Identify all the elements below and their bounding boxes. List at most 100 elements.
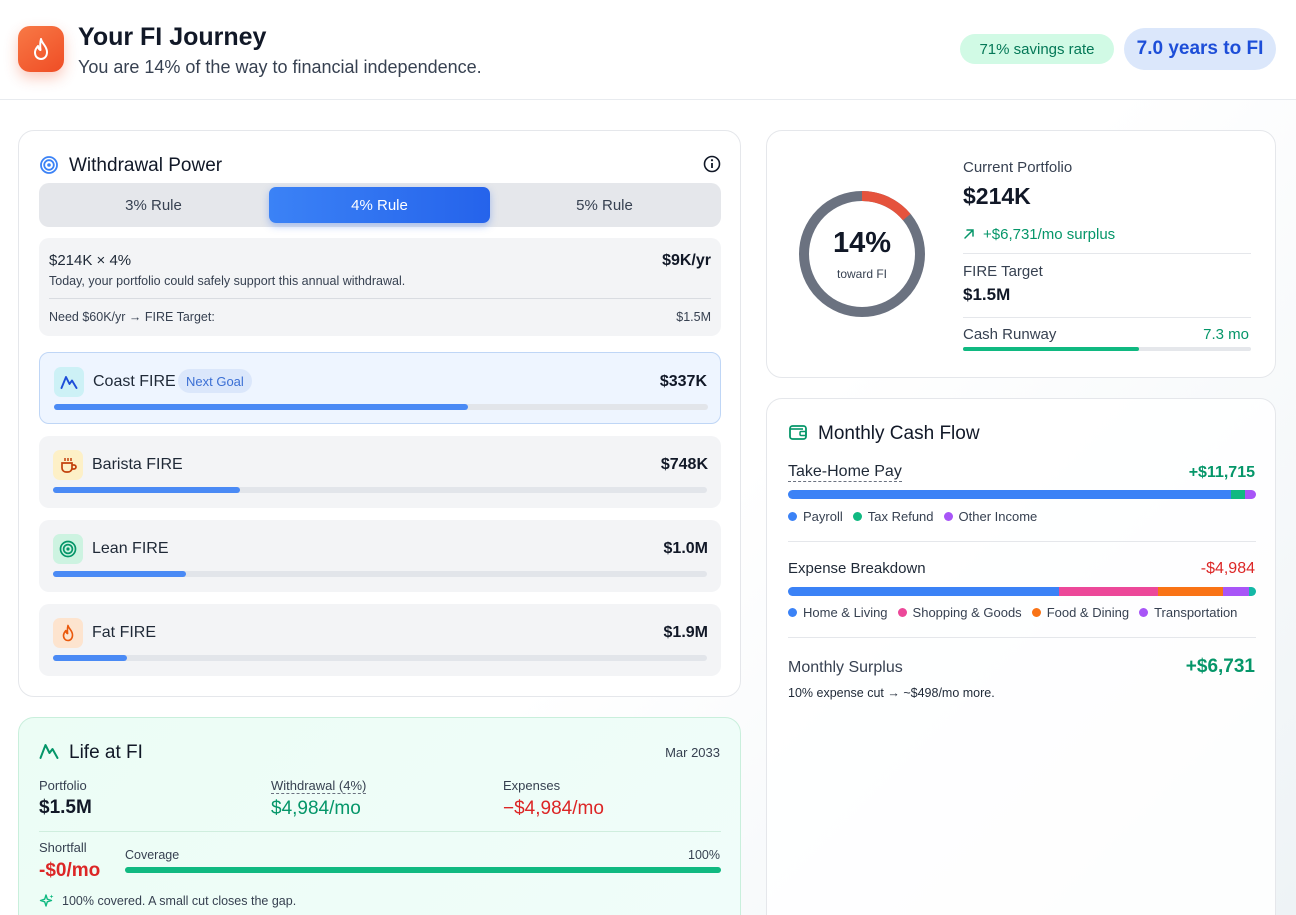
income-segment-payroll [788, 490, 1231, 499]
trend-up-icon [963, 227, 975, 245]
info-icon[interactable] [703, 155, 721, 178]
fire-target-label: FIRE Target [963, 263, 1043, 280]
withdrawal-label: Withdrawal (4%) [271, 778, 367, 794]
surplus-note: 10% expense cut → ~$498/mo more. [788, 686, 995, 700]
goal-name: Fat FIRE [92, 624, 157, 641]
target-icon [39, 155, 59, 180]
next-goal-badge: Next Goal [178, 369, 252, 393]
expense-segment-other [1248, 587, 1256, 596]
mountain-icon [39, 742, 59, 765]
tab-5-percent-rule[interactable]: 5% Rule [576, 196, 633, 214]
legend-dot [1031, 608, 1041, 617]
current-portfolio-value: $214K [963, 183, 1031, 209]
legend-dot [852, 512, 862, 521]
income-legend: Payroll Tax Refund Other Income [788, 509, 1037, 524]
tab-4-percent-rule[interactable]: 4% Rule [269, 187, 490, 223]
coverage-note: 100% covered. A small cut closes the gap… [62, 894, 297, 908]
expense-breakdown-value: -$4,984 [1200, 560, 1255, 577]
monthly-surplus-value: +$6,731 [1185, 656, 1255, 677]
goal-value: $337K [659, 373, 707, 390]
need-value: $1.5M [676, 310, 711, 324]
legend-item: Tax Refund [852, 509, 934, 524]
expense-legend: Home & Living Shopping & Goods Food & Di… [788, 605, 1237, 620]
ring-progress-arc [799, 191, 925, 317]
goal-coast-fire[interactable]: Coast FIRE Next Goal $337K [39, 352, 721, 424]
target-icon [53, 534, 83, 564]
goal-name: Lean FIRE [92, 540, 169, 557]
legend-dot [788, 512, 797, 521]
take-home-value: +$11,715 [1188, 464, 1255, 481]
withdrawal-power-title: Withdrawal Power [69, 155, 223, 176]
savings-rate-badge: 71% savings rate [960, 34, 1114, 64]
divider [963, 317, 1251, 318]
ring-percent: 14% [832, 227, 892, 259]
goal-progress-fill [54, 404, 468, 410]
expense-stacked-bar [788, 587, 1256, 596]
cash-runway-fill [963, 347, 1139, 351]
divider [963, 253, 1251, 254]
current-portfolio-label: Current Portfolio [963, 159, 1073, 176]
goal-value: $1.9M [663, 624, 708, 641]
fi-date: Mar 2033 [665, 745, 720, 760]
income-stacked-bar [788, 490, 1256, 499]
coverage-label: Coverage [125, 848, 180, 862]
fi-progress-ring [799, 191, 925, 317]
divider [788, 637, 1256, 638]
expense-breakdown-label: Expense Breakdown [788, 560, 926, 577]
cash-flow-title: Monthly Cash Flow [818, 423, 980, 444]
expenses-value: −$4,984/mo [503, 798, 604, 819]
goal-progress-fill [53, 487, 241, 493]
sparkle-icon [39, 893, 55, 914]
goal-value: $1.0M [663, 540, 708, 557]
life-at-fi-card: Life at FI Mar 2033 Portfolio $1.5M With… [18, 717, 741, 915]
legend-label: Food & Dining [1046, 605, 1130, 620]
shortfall-label: Shortfall [39, 840, 87, 855]
income-segment-other [1244, 490, 1256, 499]
mountain-icon [54, 367, 84, 397]
goal-progress-track [53, 571, 707, 577]
cash-runway-label: Cash Runway [963, 326, 1057, 343]
legend-label: Tax Refund [867, 509, 934, 524]
goal-progress-fill [53, 571, 186, 577]
legend-label: Transportation [1154, 605, 1238, 620]
page-subtitle: You are 14% of the way to financial inde… [78, 57, 482, 77]
legend-item: Payroll [788, 509, 843, 524]
coffee-icon [53, 450, 83, 480]
page-title: Your FI Journey [78, 23, 267, 51]
page-header: Your FI Journey You are 14% of the way t… [0, 0, 1296, 100]
goal-barista-fire[interactable]: Barista FIRE $748K [39, 436, 721, 508]
surplus-text: +$6,731/mo surplus [983, 226, 1116, 243]
expense-segment-shopping [1059, 587, 1158, 596]
legend-item: Home & Living [788, 605, 888, 620]
goal-name: Coast FIRE [93, 373, 176, 390]
divider [39, 831, 721, 832]
legend-label: Home & Living [803, 605, 888, 620]
need-text: Need $60K/yr → FIRE Target: [49, 310, 215, 324]
legend-dot [943, 512, 953, 521]
tab-3-percent-rule[interactable]: 3% Rule [125, 196, 182, 214]
expenses-label: Expenses [503, 778, 561, 793]
withdrawal-calculation: $214K × 4% $9K/yr Today, your portfolio … [39, 238, 721, 336]
life-at-fi-title: Life at FI [69, 742, 143, 763]
legend-dot [897, 608, 907, 617]
legend-item: Other Income [943, 509, 1037, 524]
goal-fat-fire[interactable]: Fat FIRE $1.9M [39, 604, 721, 676]
coverage-track [125, 867, 721, 873]
flame-icon [53, 618, 83, 648]
monthly-surplus-label: Monthly Surplus [788, 659, 903, 676]
portfolio-label: Portfolio [39, 778, 87, 793]
expense-segment-home [788, 587, 1060, 596]
goal-lean-fire[interactable]: Lean FIRE $1.0M [39, 520, 721, 592]
cash-runway-value: 7.3 mo [1203, 326, 1249, 343]
coverage-value: 100% [688, 848, 720, 862]
goal-progress-fill [53, 655, 127, 661]
shortfall-value: -$0/mo [39, 860, 101, 881]
withdrawal-value: $4,984/mo [271, 798, 361, 819]
flame-icon [18, 26, 64, 72]
divider [788, 541, 1256, 542]
take-home-label: Take-Home Pay [788, 463, 902, 482]
years-to-fi-badge: 7.0 years to FI [1124, 28, 1276, 70]
goal-progress-track [53, 487, 707, 493]
fire-target-value: $1.5M [963, 285, 1011, 304]
goal-progress-track [54, 404, 708, 410]
